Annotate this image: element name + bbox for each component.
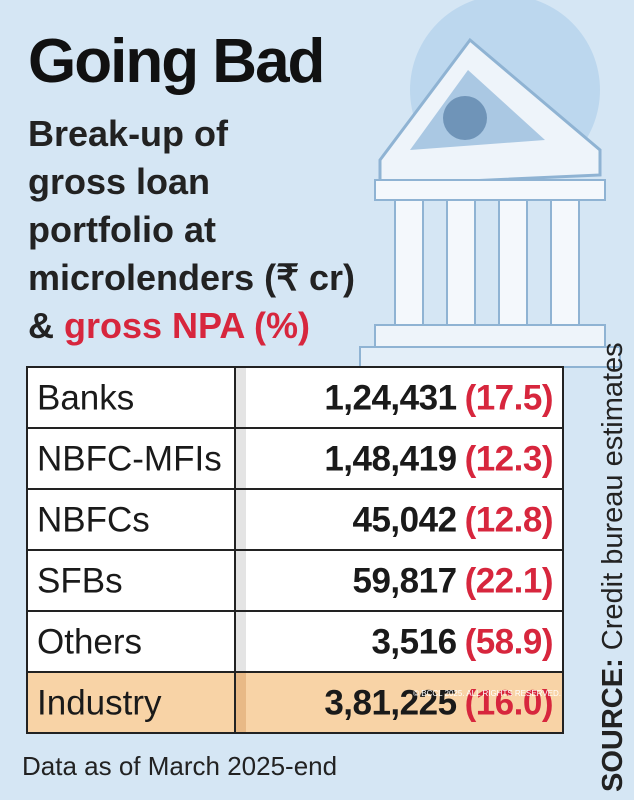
cell <box>26 671 236 734</box>
row-label: Others <box>37 623 142 662</box>
loan-amount: 1,24,431 <box>324 379 456 418</box>
subtitle-line: & gross NPA (%) <box>28 305 310 346</box>
subtitle-line: microlenders (₹ cr) <box>28 257 355 298</box>
loan-amount: 1,48,419 <box>324 440 456 479</box>
cell-shadow <box>236 429 246 488</box>
row-label: Industry <box>37 684 162 723</box>
cell-shadow <box>236 551 246 610</box>
cell <box>26 549 236 612</box>
subtitle-highlight: gross NPA (%) <box>64 305 310 346</box>
row-value: 3,516 (58.9) <box>371 623 553 662</box>
loan-amount: 59,817 <box>353 562 457 601</box>
loan-amount: 3,81,225 <box>324 684 456 723</box>
table: Banks 1,24,431 (17.5) NBFC-MFIs 1,48,419 (12.… <box>26 366 564 734</box>
cell <box>234 671 564 734</box>
cell <box>234 488 564 551</box>
row-label: SFBs <box>37 562 123 601</box>
source-text: Credit bureau estimates <box>597 342 629 650</box>
bank-illustration <box>359 0 621 368</box>
row-value: 59,817 (22.1) <box>353 562 554 601</box>
cell <box>26 427 236 490</box>
gross-npa: (17.5) <box>465 379 553 418</box>
row-label: NBFCs <box>37 501 150 540</box>
row-value: 1,48,419 (12.3) <box>324 440 553 479</box>
row-label: NBFC-MFIs <box>37 440 222 479</box>
loan-amount: 45,042 <box>353 501 457 540</box>
subtitle-line: Break-up of <box>28 113 229 154</box>
gross-npa: (12.8) <box>465 501 553 540</box>
subtitle-prefix: & <box>28 305 54 346</box>
row-value: 45,042 (12.8) <box>353 501 554 540</box>
source-label: SOURCE: <box>597 658 629 792</box>
cell-shadow <box>236 490 246 549</box>
gross-npa: (22.1) <box>465 562 553 601</box>
cell <box>234 549 564 612</box>
row-value: 3,81,225 (16.0) <box>324 684 553 723</box>
subtitle: Break-up of gross loan portfolio at microle… <box>28 113 355 346</box>
cell <box>234 366 564 429</box>
row-value: 1,24,431 (17.5) <box>324 379 553 418</box>
cell <box>234 610 564 673</box>
gross-npa: (58.9) <box>465 623 553 662</box>
subtitle-line: portfolio at <box>28 209 216 250</box>
cell-shadow <box>236 368 246 427</box>
gross-npa: (16.0) <box>465 684 553 723</box>
cell <box>26 366 236 429</box>
cell-shadow <box>236 673 246 732</box>
source: SOURCE: Credit bureau estimates <box>597 342 629 792</box>
cell <box>234 427 564 490</box>
gross-npa: (12.3) <box>465 440 553 479</box>
watermark: © BCCL 2025. ALL RIGHTS RESERVED. <box>413 689 561 698</box>
row-label: Banks <box>37 379 134 418</box>
loan-amount: 3,516 <box>371 623 456 662</box>
footnote: Data as of March 2025-end <box>22 751 337 781</box>
title: Going Bad <box>28 27 323 96</box>
cell-shadow <box>236 612 246 671</box>
subtitle-line: gross loan <box>28 161 210 202</box>
